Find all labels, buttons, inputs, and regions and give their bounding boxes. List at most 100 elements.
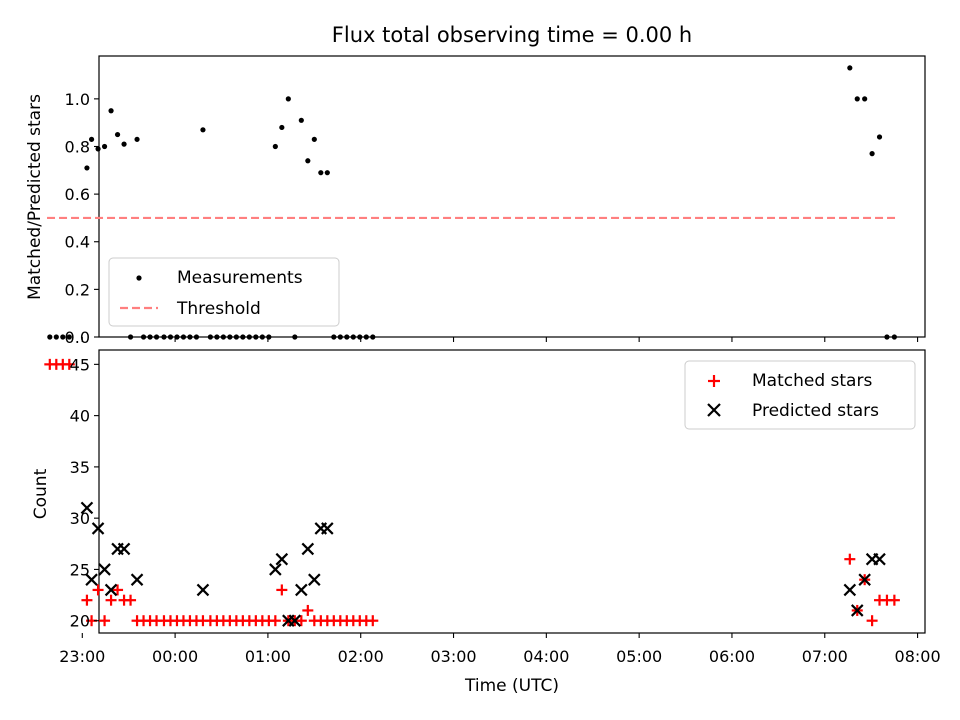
predicted-star-point	[850, 604, 864, 617]
measurement-point	[114, 131, 121, 138]
x-tick-label: 05:00	[616, 647, 662, 666]
y-tick-label: 0.0	[65, 328, 90, 347]
measurement-point	[337, 334, 343, 340]
predicted-stars-legend-label: Predicted stars	[752, 401, 879, 421]
measurement-point	[292, 334, 298, 340]
y-tick-label: 0.4	[65, 233, 90, 252]
measurements-series	[47, 65, 897, 340]
measurement-point	[227, 334, 233, 340]
measurement-point	[370, 334, 376, 340]
measurement-point	[305, 158, 311, 164]
measurement-point	[180, 334, 187, 340]
measurement-point	[127, 334, 134, 340]
measurement-point	[240, 334, 246, 340]
y-tick-label: 20	[70, 612, 90, 631]
measurement-point	[862, 96, 868, 102]
matched-star-point	[295, 615, 307, 627]
chart-title: Flux total observing time = 0.00 h	[332, 23, 692, 47]
ratio-y-axis-label: Matched/Predicted stars	[25, 94, 45, 300]
matched-star-point	[276, 584, 288, 596]
matched-star-point	[302, 604, 314, 616]
measurement-point	[200, 127, 206, 133]
y-tick-label: 30	[70, 509, 90, 528]
ratio-plot-frame	[98, 55, 926, 338]
y-tick-label: 1.0	[65, 90, 90, 109]
predicted-star-point	[98, 563, 111, 576]
predicted-star-point	[85, 573, 98, 586]
matched-star-point	[125, 594, 137, 606]
measurement-point	[259, 334, 265, 340]
measurement-point	[134, 136, 140, 142]
measurement-point	[279, 124, 285, 131]
matched-star-point	[844, 553, 856, 565]
matched-star-point	[112, 584, 124, 596]
ratio-legend-box	[108, 257, 340, 327]
measurement-point	[891, 334, 897, 340]
measurement-point	[311, 136, 317, 142]
predicted-star-point	[117, 542, 131, 556]
measurement-point	[95, 146, 101, 152]
measurement-point	[344, 334, 350, 340]
matched-star-point	[63, 358, 75, 370]
count-plot-frame	[98, 349, 926, 634]
measurement-point	[108, 108, 114, 114]
measurement-point	[101, 143, 108, 150]
predicted-star-point	[301, 542, 315, 556]
matched-star-point	[81, 594, 93, 606]
measurement-point	[220, 334, 226, 340]
matched-star-point	[99, 615, 111, 627]
predicted-stars-legend-marker	[707, 403, 721, 417]
measurement-point	[246, 334, 252, 340]
measurement-point	[350, 334, 356, 340]
x-tick-label: 00:00	[152, 647, 198, 666]
measurement-point	[331, 334, 337, 340]
y-tick-label: 45	[70, 355, 90, 374]
measurement-point	[285, 96, 291, 102]
x-tick-label: 08:00	[895, 647, 941, 666]
measurement-point	[140, 334, 147, 340]
threshold-legend-label: Threshold	[176, 299, 261, 319]
measurement-point	[147, 334, 153, 340]
predicted-star-point	[196, 583, 210, 597]
predicted-star-point	[858, 573, 871, 586]
x-tick-label: 03:00	[430, 647, 476, 666]
measurement-point	[876, 134, 883, 140]
measurement-point	[161, 334, 167, 340]
predicted-star-point	[295, 583, 308, 597]
predicted-star-point	[269, 563, 282, 576]
measurement-point	[363, 334, 369, 340]
measurement-point	[272, 143, 278, 150]
x-tick-label: 04:00	[523, 647, 569, 666]
measurement-point	[60, 334, 66, 340]
predicted-star-point	[308, 573, 321, 586]
measurement-point	[884, 334, 890, 340]
y-tick-label: 40	[70, 407, 90, 426]
ratio-legend: Measurements Threshold	[108, 257, 340, 327]
count-legend: Matched stars Predicted stars	[684, 360, 916, 430]
x-tick-label: 06:00	[709, 647, 755, 666]
measurement-point	[253, 334, 259, 340]
matched-star-point	[866, 615, 878, 627]
predicted-star-point	[873, 552, 886, 566]
measurement-point	[167, 334, 174, 340]
y-tick-label: 0.2	[65, 280, 90, 299]
measurement-point	[207, 334, 213, 340]
measurement-point	[121, 141, 127, 147]
x-tick-label: 07:00	[802, 647, 848, 666]
measurement-point	[854, 96, 860, 102]
measurement-point	[47, 334, 53, 340]
measurement-point	[193, 334, 200, 340]
y-tick-label: 35	[70, 458, 90, 477]
predicted-star-point	[130, 573, 144, 586]
measurement-point	[53, 334, 59, 340]
y-tick-label: 0.6	[65, 185, 90, 204]
measurement-point	[84, 165, 90, 171]
measurement-point	[233, 334, 239, 340]
measurements-legend-marker	[136, 275, 142, 281]
measurement-point	[318, 170, 324, 176]
count-y-axis-label: Count	[31, 468, 51, 519]
matched-stars-legend-label: Matched stars	[752, 371, 872, 391]
count-panel: 23:00 00:00 01:00 02:00 03:00 04:00 05:00 06:00…	[31, 349, 941, 696]
